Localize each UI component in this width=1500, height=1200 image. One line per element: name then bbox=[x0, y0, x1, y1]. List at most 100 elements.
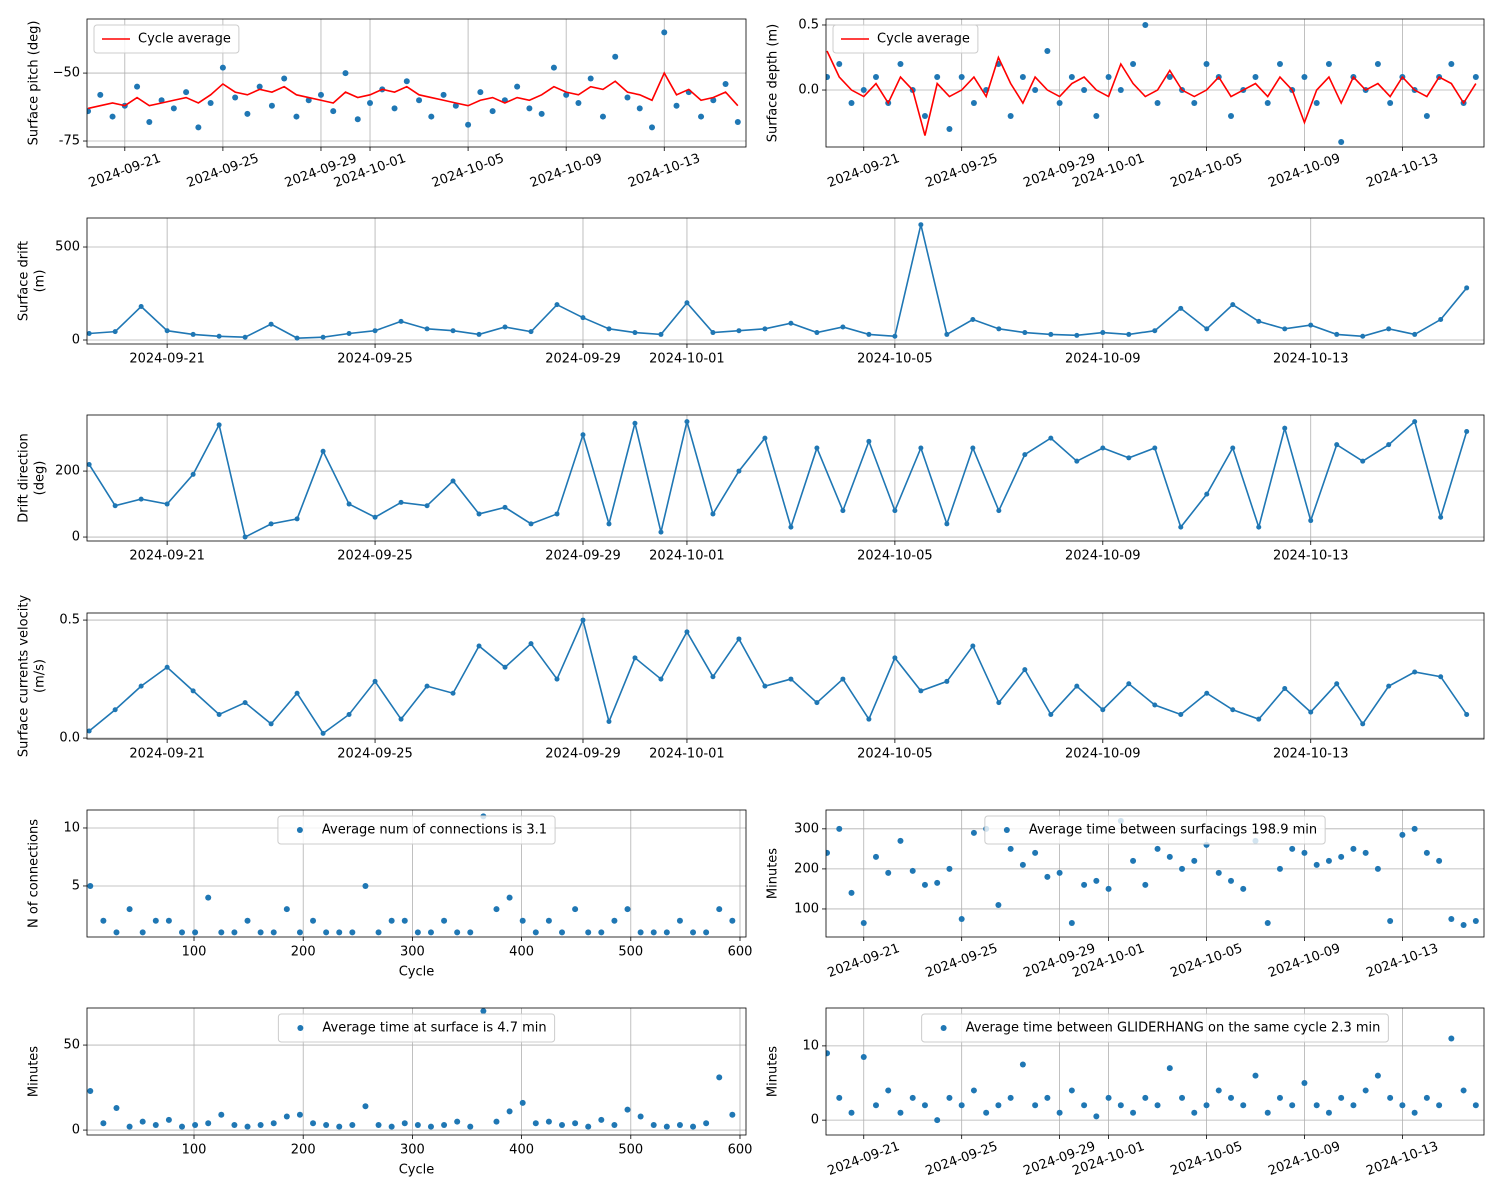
point bbox=[401, 917, 408, 924]
point bbox=[441, 917, 448, 924]
panel: 0 50 100 200 300 400 500 600 Minutes Cycle Average… bbox=[27, 1007, 752, 1178]
marker bbox=[606, 521, 612, 527]
y-axis-label: N of connections bbox=[27, 819, 42, 928]
point bbox=[342, 70, 349, 77]
point bbox=[1179, 865, 1186, 872]
legend-swatch bbox=[297, 1025, 304, 1031]
marker bbox=[190, 331, 196, 337]
marker bbox=[1152, 445, 1158, 451]
legend: Cycle average bbox=[93, 24, 240, 54]
point bbox=[1362, 1087, 1369, 1094]
point bbox=[489, 108, 496, 115]
marker bbox=[632, 330, 638, 336]
point bbox=[1338, 139, 1345, 146]
x-tick-label: 2024-09-25 bbox=[924, 1139, 1000, 1179]
point bbox=[1032, 849, 1039, 856]
point bbox=[958, 1102, 965, 1109]
marker bbox=[190, 471, 196, 477]
legend-box bbox=[832, 24, 979, 54]
point bbox=[958, 915, 965, 922]
point bbox=[270, 929, 277, 936]
point bbox=[388, 1123, 395, 1130]
marker bbox=[1412, 669, 1418, 675]
point bbox=[1056, 100, 1063, 107]
point bbox=[636, 105, 643, 112]
marker bbox=[346, 501, 352, 507]
y-tick-label: 0.5 bbox=[798, 17, 819, 32]
x-tick-label: 2024-09-21 bbox=[129, 747, 205, 762]
point bbox=[572, 1120, 579, 1127]
y-axis-label: Surface pitch (deg) bbox=[27, 21, 42, 146]
point bbox=[1301, 849, 1308, 856]
point bbox=[921, 1102, 928, 1109]
marker bbox=[476, 331, 482, 337]
point bbox=[1044, 873, 1051, 880]
point bbox=[559, 1121, 566, 1128]
plot-frame bbox=[86, 809, 747, 938]
marker bbox=[1178, 524, 1184, 530]
point bbox=[1313, 100, 1320, 107]
point bbox=[403, 78, 410, 85]
point bbox=[1154, 100, 1161, 107]
point bbox=[244, 110, 251, 117]
marker bbox=[814, 700, 820, 706]
x-tick-label: 2024-10-13 bbox=[626, 151, 702, 191]
marker bbox=[1334, 331, 1340, 337]
x-tick-label: 2024-10-09 bbox=[1266, 151, 1342, 191]
marker bbox=[346, 711, 352, 717]
point bbox=[909, 867, 916, 874]
point bbox=[270, 1120, 277, 1127]
point bbox=[1056, 869, 1063, 876]
point bbox=[1374, 1072, 1381, 1079]
marker bbox=[1282, 686, 1288, 692]
marker bbox=[736, 468, 742, 474]
marker bbox=[1464, 711, 1470, 717]
point bbox=[493, 1118, 500, 1125]
point bbox=[414, 1121, 421, 1128]
marker bbox=[788, 676, 794, 682]
point bbox=[1387, 100, 1394, 107]
point bbox=[897, 1109, 904, 1116]
marker bbox=[918, 688, 924, 694]
plot-frame bbox=[86, 217, 1485, 345]
point bbox=[995, 1102, 1002, 1109]
legend-label: Cycle average bbox=[138, 32, 231, 47]
point bbox=[1472, 74, 1479, 81]
marker bbox=[580, 315, 586, 321]
point bbox=[183, 89, 190, 96]
x-tick-label: 500 bbox=[618, 945, 643, 960]
y-tick-label: 5 bbox=[72, 878, 80, 893]
point bbox=[179, 929, 186, 936]
marker bbox=[788, 320, 794, 326]
marker bbox=[476, 511, 482, 517]
point bbox=[219, 64, 226, 71]
plot-frame bbox=[86, 18, 747, 148]
point bbox=[362, 882, 369, 889]
marker bbox=[398, 499, 404, 505]
point bbox=[1191, 1109, 1198, 1116]
point bbox=[1130, 857, 1137, 864]
legend-label: Average time at surface is 4.7 min bbox=[322, 1021, 546, 1036]
x-tick-label: 2024-09-25 bbox=[924, 151, 1000, 191]
point bbox=[514, 83, 521, 90]
point bbox=[1301, 74, 1308, 81]
marker bbox=[736, 636, 742, 642]
marker bbox=[164, 501, 170, 507]
point bbox=[722, 80, 729, 87]
point bbox=[885, 869, 892, 876]
marker bbox=[970, 445, 976, 451]
point bbox=[440, 91, 447, 98]
plot-area bbox=[87, 1008, 736, 1130]
marker bbox=[892, 508, 898, 514]
marker bbox=[1464, 285, 1470, 291]
marker bbox=[1334, 442, 1340, 448]
marker bbox=[216, 711, 222, 717]
point bbox=[1264, 919, 1271, 926]
marker bbox=[1204, 690, 1210, 696]
y-axis-label: Surface drift bbox=[17, 241, 32, 321]
point bbox=[538, 110, 545, 117]
point bbox=[195, 124, 202, 131]
point bbox=[563, 91, 570, 98]
